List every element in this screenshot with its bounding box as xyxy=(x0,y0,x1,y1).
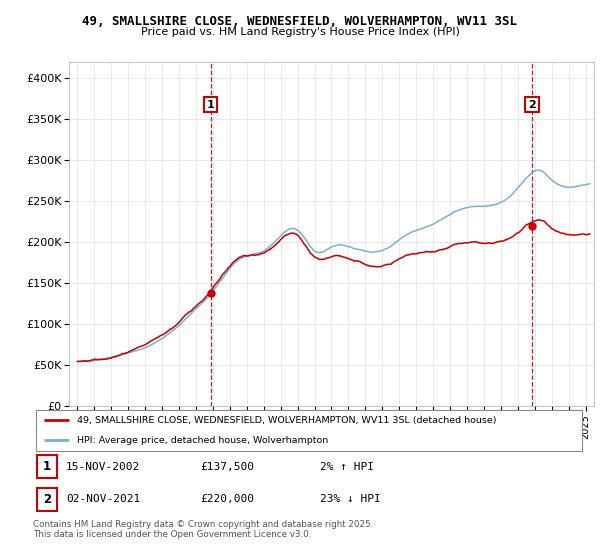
Text: Contains HM Land Registry data © Crown copyright and database right 2025.
This d: Contains HM Land Registry data © Crown c… xyxy=(33,520,373,539)
FancyBboxPatch shape xyxy=(37,455,57,478)
Text: 15-NOV-2002: 15-NOV-2002 xyxy=(66,461,140,472)
Text: 2: 2 xyxy=(528,100,536,110)
Text: 1: 1 xyxy=(207,100,215,110)
Text: Price paid vs. HM Land Registry's House Price Index (HPI): Price paid vs. HM Land Registry's House … xyxy=(140,27,460,37)
Text: 49, SMALLSHIRE CLOSE, WEDNESFIELD, WOLVERHAMPTON, WV11 3SL: 49, SMALLSHIRE CLOSE, WEDNESFIELD, WOLVE… xyxy=(83,15,517,27)
Text: HPI: Average price, detached house, Wolverhampton: HPI: Average price, detached house, Wolv… xyxy=(77,436,328,445)
Text: 2% ↑ HPI: 2% ↑ HPI xyxy=(320,461,374,472)
Text: 49, SMALLSHIRE CLOSE, WEDNESFIELD, WOLVERHAMPTON, WV11 3SL (detached house): 49, SMALLSHIRE CLOSE, WEDNESFIELD, WOLVE… xyxy=(77,416,496,424)
Text: 02-NOV-2021: 02-NOV-2021 xyxy=(66,494,140,505)
FancyBboxPatch shape xyxy=(37,488,57,511)
Text: £137,500: £137,500 xyxy=(200,461,254,472)
Text: 1: 1 xyxy=(43,460,51,473)
FancyBboxPatch shape xyxy=(36,410,582,451)
Text: £220,000: £220,000 xyxy=(200,494,254,505)
Text: 23% ↓ HPI: 23% ↓ HPI xyxy=(320,494,380,505)
Text: 2: 2 xyxy=(43,493,51,506)
